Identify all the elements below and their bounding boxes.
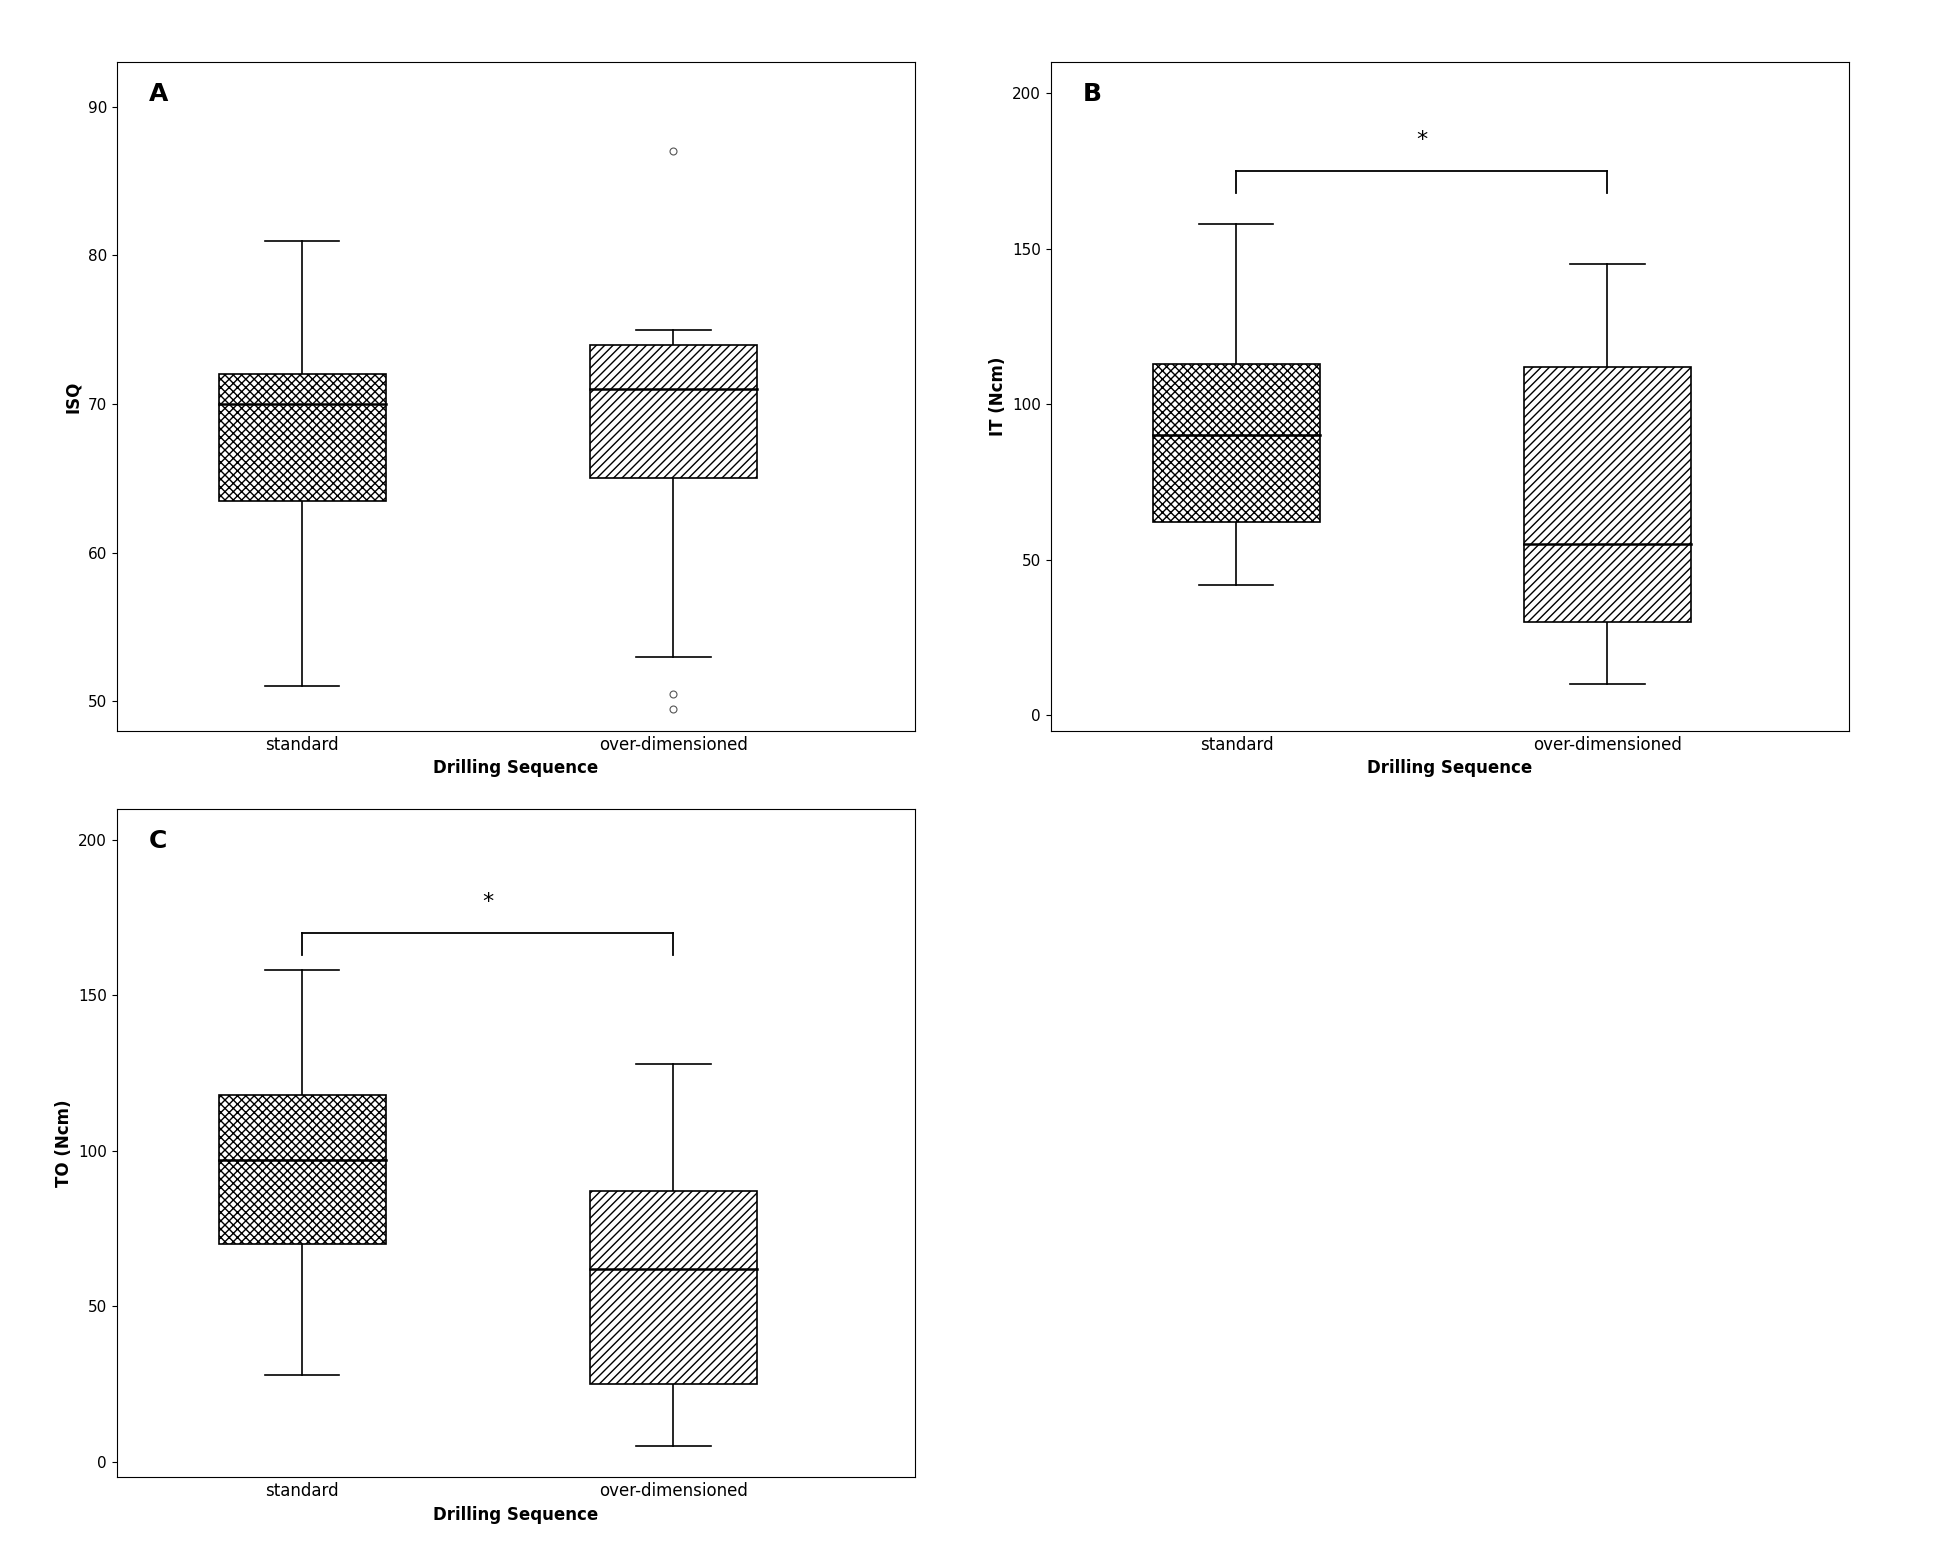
Bar <box>590 1191 757 1384</box>
Text: A: A <box>148 82 167 106</box>
Text: *: * <box>483 893 494 911</box>
Bar <box>1524 367 1691 622</box>
X-axis label: Drilling Sequence: Drilling Sequence <box>1368 759 1532 778</box>
Bar <box>218 375 385 501</box>
Text: *: * <box>1417 131 1428 149</box>
Text: C: C <box>148 829 167 852</box>
Text: B: B <box>1082 82 1101 106</box>
X-axis label: Drilling Sequence: Drilling Sequence <box>434 1505 597 1524</box>
Bar <box>218 1095 385 1244</box>
Y-axis label: ISQ: ISQ <box>64 381 82 412</box>
X-axis label: Drilling Sequence: Drilling Sequence <box>434 759 597 778</box>
Y-axis label: TO (Ncm): TO (Ncm) <box>54 1099 72 1186</box>
Bar <box>1152 364 1319 522</box>
Bar <box>590 345 757 479</box>
Y-axis label: IT (Ncm): IT (Ncm) <box>989 356 1006 437</box>
